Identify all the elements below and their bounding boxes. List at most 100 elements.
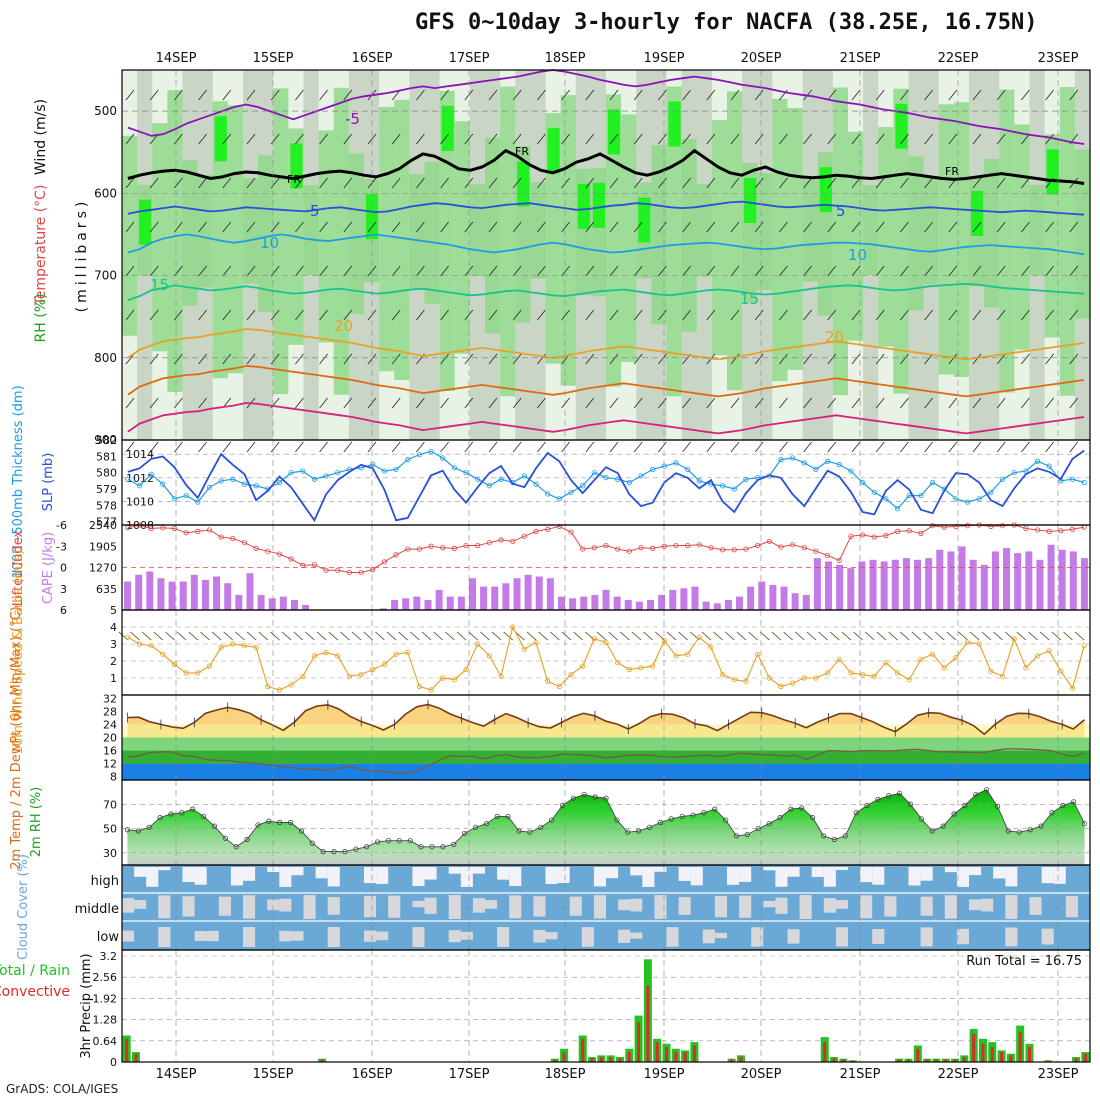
cloud-middle-cell [243, 895, 256, 919]
cloud-middle-cell [569, 896, 582, 916]
upper-wind-barb [948, 353, 958, 365]
rh-saturated-patch [744, 178, 757, 224]
rh-moist-band [757, 173, 773, 290]
cape-bar [435, 589, 443, 610]
upper-wind-barb [391, 89, 401, 101]
lifted-index-line-point [370, 567, 376, 573]
upper-wind-barb [851, 353, 861, 365]
upper-wind-barb [198, 89, 207, 101]
cloud-high-cell [775, 867, 788, 887]
upper-wind-barb [924, 133, 933, 145]
upper-wind-barb [803, 177, 812, 189]
thickness-line-point [848, 468, 854, 474]
rh-line-point [918, 816, 925, 822]
cape-bar [624, 599, 632, 610]
cloud-middle-cell [823, 898, 836, 913]
cloud-high-cell [146, 867, 159, 887]
lifted-index-line-point [720, 547, 726, 553]
precip-conv-bar [637, 1022, 641, 1062]
precip-conv-bar [683, 1052, 687, 1062]
upper-wind-barb [706, 265, 716, 277]
thickness-line-point [428, 448, 434, 455]
upper-wind-barb [851, 441, 861, 453]
cloud-middle-cell [1029, 897, 1042, 915]
cloud-low-cell [460, 931, 473, 940]
thickness-line [127, 450, 1085, 510]
upper-wind-barb [416, 177, 425, 189]
precip-conv-bar [934, 1059, 938, 1062]
lifted-index-line-point [463, 542, 469, 549]
cloud-middle-cell [593, 895, 606, 919]
rh-line-point [244, 836, 250, 843]
cape-bar [424, 599, 432, 610]
upper-wind-barb [222, 177, 232, 189]
thickness-line-point [393, 466, 399, 473]
rh-moist-band [243, 178, 259, 284]
precip-conv-bar [581, 1038, 585, 1062]
thickness-line-point [883, 496, 889, 502]
upper-wind-barb [609, 353, 619, 365]
wind-speed-line-point [766, 675, 772, 681]
upper-wind-barb [270, 441, 280, 453]
cloud-high-cell [243, 867, 256, 881]
wind-barb [888, 631, 898, 641]
upper-wind-barb [1045, 133, 1054, 145]
cloud-low-cell [751, 927, 764, 947]
thickness-line-point [801, 460, 807, 466]
upper-wind-barb [319, 89, 328, 101]
cloud-high-cell [182, 867, 195, 883]
rh-saturated-patch [638, 197, 651, 243]
upper-temp-label: Temperature (°C) [33, 185, 49, 307]
date-label-top-5: 19SEP [644, 51, 685, 66]
isotherm-label-8: 15 [150, 276, 169, 294]
upper-wind-barb [391, 309, 401, 321]
wind-barb [351, 631, 362, 641]
rh-saturated-patch [139, 199, 152, 245]
thickness-line-point [720, 483, 726, 489]
upper-wind-barb [609, 89, 619, 101]
upper-wind-barb [779, 353, 788, 365]
upper-wind-barb [754, 441, 764, 453]
thickness-line-point [1069, 476, 1076, 482]
thickness-line-point [790, 455, 796, 461]
cloud-middle-cell [218, 896, 231, 916]
wind-speed-line-point [964, 639, 971, 645]
upper-wind-barb [585, 265, 595, 277]
thickness-line-point [824, 458, 831, 464]
upper-wind-barb [270, 265, 280, 277]
wind-barb [270, 631, 280, 641]
rh-moist-band [621, 114, 637, 363]
wind-barb [410, 631, 420, 641]
wind-speed-line-point [276, 687, 283, 693]
wind-barb [223, 631, 234, 641]
precip-conv-bar [907, 1059, 910, 1062]
rh-line-point [636, 828, 642, 834]
thickness-line-point [171, 496, 178, 502]
upper-wind-barb [754, 177, 764, 189]
upper-wind-barb [827, 397, 837, 409]
lifted-index-line-point [148, 525, 154, 532]
rh-line-point [298, 828, 305, 834]
thickness-line-point [148, 471, 154, 477]
upper-wind-barb [1045, 397, 1054, 409]
upper-wind-barb [198, 177, 207, 189]
upper-wind-barb [900, 133, 909, 145]
rh-line-point [385, 838, 392, 844]
date-label-top-6: 20SEP [741, 51, 782, 66]
upper-wind-barb [537, 397, 546, 409]
isotherm-5 [127, 200, 1085, 216]
lifted-index-line-point [848, 533, 854, 539]
precip-tick-1: 0.64 [93, 1035, 118, 1048]
thickness-line-point [486, 483, 492, 489]
wind-barb [736, 631, 747, 641]
lifted-index-line-point [1058, 528, 1064, 534]
wind-speed-line-point [568, 671, 574, 678]
upper-wind-barb [633, 133, 643, 145]
upper-wind-barb [900, 441, 909, 453]
isotherm-FR [127, 148, 1085, 185]
cape-bar [702, 601, 710, 610]
upper-wind-barb [246, 265, 256, 277]
thickness-line-point [580, 483, 586, 489]
wind-barb [363, 631, 374, 641]
cloud-low-cell [956, 928, 969, 945]
